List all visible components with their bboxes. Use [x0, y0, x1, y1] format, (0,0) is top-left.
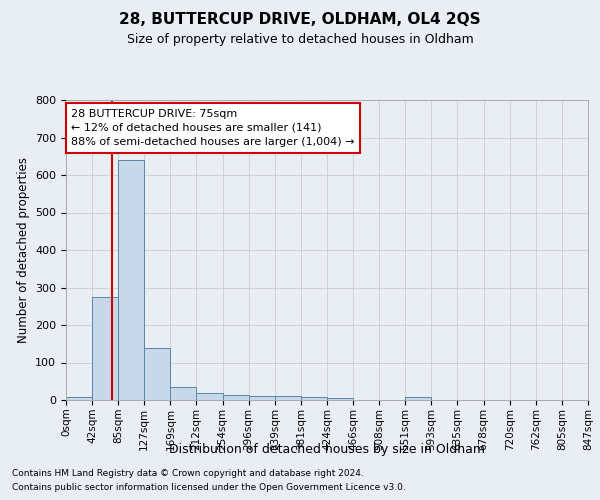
Bar	[406, 398, 431, 400]
Y-axis label: Number of detached properties: Number of detached properties	[17, 157, 29, 343]
Bar	[92, 297, 118, 400]
Text: 28 BUTTERCUP DRIVE: 75sqm
← 12% of detached houses are smaller (141)
88% of semi: 28 BUTTERCUP DRIVE: 75sqm ← 12% of detac…	[71, 109, 355, 147]
Bar	[144, 348, 170, 400]
Bar	[66, 397, 92, 400]
Bar	[275, 396, 301, 400]
Text: Contains HM Land Registry data © Crown copyright and database right 2024.: Contains HM Land Registry data © Crown c…	[12, 468, 364, 477]
Text: Distribution of detached houses by size in Oldham: Distribution of detached houses by size …	[169, 442, 485, 456]
Text: Contains public sector information licensed under the Open Government Licence v3: Contains public sector information licen…	[12, 484, 406, 492]
Bar	[301, 397, 327, 400]
Bar	[223, 395, 248, 400]
Text: Size of property relative to detached houses in Oldham: Size of property relative to detached ho…	[127, 32, 473, 46]
Bar	[196, 393, 223, 400]
Bar	[327, 398, 353, 400]
Bar	[248, 396, 275, 400]
Bar	[118, 160, 144, 400]
Text: 28, BUTTERCUP DRIVE, OLDHAM, OL4 2QS: 28, BUTTERCUP DRIVE, OLDHAM, OL4 2QS	[119, 12, 481, 28]
Bar	[170, 387, 196, 400]
